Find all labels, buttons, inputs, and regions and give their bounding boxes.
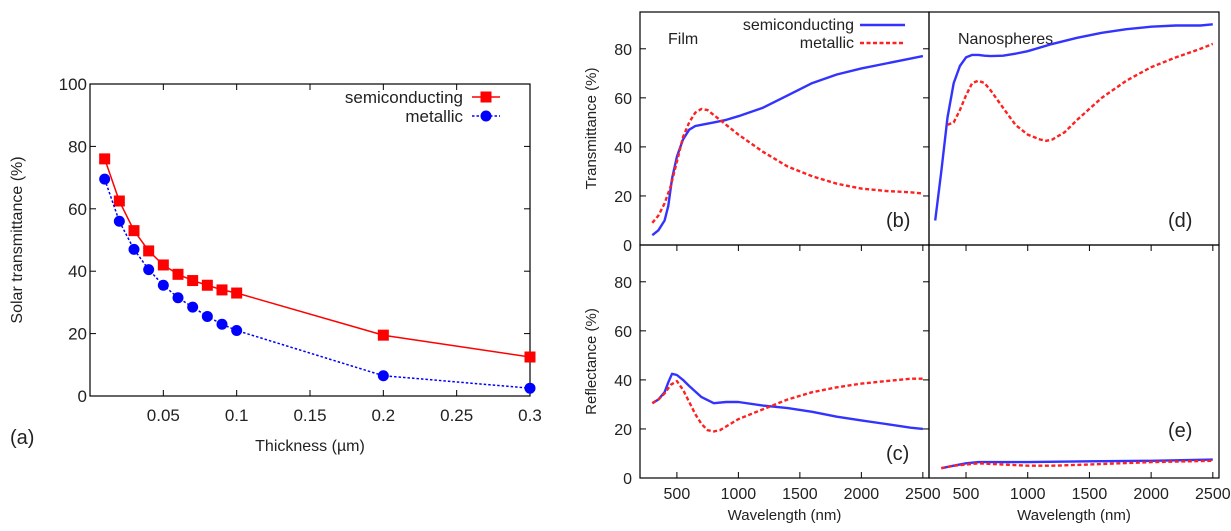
data-point-semiconducting xyxy=(99,153,111,165)
y-tick-label: 40 xyxy=(68,262,87,281)
data-point-semiconducting xyxy=(524,351,536,363)
x-axis-label: Wavelength (nm) xyxy=(1017,507,1131,524)
data-point-metallic xyxy=(524,382,536,394)
panel-label: (d) xyxy=(1168,210,1192,232)
x-tick-label: 2000 xyxy=(1133,486,1169,503)
panel-title: Nanospheres xyxy=(958,31,1053,48)
data-point-semiconducting xyxy=(231,287,243,299)
y-tick-label: 0 xyxy=(78,387,87,406)
data-point-semiconducting xyxy=(187,275,199,287)
x-axis-label: Wavelength (nm) xyxy=(728,507,842,524)
x-tick-label: 1000 xyxy=(721,486,757,503)
y-axis-label: Solar transmittance (%) xyxy=(9,156,26,323)
y-tick-label: 60 xyxy=(614,91,632,108)
x-tick-label: 2000 xyxy=(844,486,880,503)
panel-label: (e) xyxy=(1168,420,1192,442)
y-tick-label: 60 xyxy=(68,200,87,219)
x-tick-label: 500 xyxy=(953,486,980,503)
data-point-metallic xyxy=(187,301,199,313)
y-tick-label: 80 xyxy=(614,275,632,292)
y-tick-label: 100 xyxy=(59,75,87,94)
series-line-metallic xyxy=(103,178,530,389)
data-point-metallic xyxy=(216,318,228,330)
y-tick-label: 0 xyxy=(623,471,632,488)
panel-a: 0 20 40 60 80 100 0.05 0.1 0.15 0.2 0.25 0.3 Solar t… xyxy=(9,75,542,455)
series-line-semiconducting xyxy=(103,158,530,358)
x-tick-label: 2500 xyxy=(905,486,941,503)
y-axis-label: Transmittance (%) xyxy=(583,68,600,190)
data-point-semiconducting xyxy=(128,225,140,237)
data-point-semiconducting xyxy=(201,279,213,291)
series-line-semiconducting xyxy=(934,23,1213,221)
x-tick-label: 1500 xyxy=(1072,486,1108,503)
series-line-metallic xyxy=(947,42,1214,143)
legend-marker xyxy=(480,110,492,122)
y-tick-label: 20 xyxy=(68,325,87,344)
data-point-semiconducting xyxy=(216,284,228,296)
y-tick-label: 40 xyxy=(614,373,632,390)
legend-marker xyxy=(480,91,492,103)
y-tick-label: 60 xyxy=(614,324,632,341)
x-tick-label: 0.25 xyxy=(440,406,473,425)
plot-frame xyxy=(89,83,531,397)
legend-label: metallic xyxy=(405,107,463,126)
data-point-metallic xyxy=(128,243,140,255)
data-point-semiconducting xyxy=(377,329,389,341)
y-tick-label: 80 xyxy=(614,42,632,59)
panel-b: 0 20 40 60 80 Transmittance (%) Film semiconduc… xyxy=(583,11,930,255)
plot-frame xyxy=(928,244,1220,479)
x-tick-label: 0.1 xyxy=(225,406,249,425)
y-tick-label: 80 xyxy=(68,137,87,156)
panel-e: 500 1000 1500 2000 2500 Wavelength (nm) (e) xyxy=(928,244,1231,524)
x-tick-label: 1000 xyxy=(1010,486,1046,503)
y-tick-label: 40 xyxy=(614,140,632,157)
y-tick-label: 20 xyxy=(614,422,632,439)
legend-label: metallic xyxy=(800,35,854,52)
x-tick-label: 1500 xyxy=(782,486,818,503)
series-line-metallic xyxy=(651,107,924,224)
data-point-metallic xyxy=(99,173,111,185)
x-tick-label: 0.3 xyxy=(518,406,542,425)
series-line-metallic xyxy=(651,377,923,433)
data-point-metallic xyxy=(113,215,125,227)
x-tick-label: 0.15 xyxy=(293,406,326,425)
x-tick-label: 0.2 xyxy=(372,406,396,425)
x-axis-label: Thickness (µm) xyxy=(255,438,365,455)
panel-label: (b) xyxy=(886,210,910,232)
data-point-metallic xyxy=(143,264,155,276)
data-point-metallic xyxy=(377,370,389,382)
data-point-metallic xyxy=(201,310,213,322)
x-tick-label: 500 xyxy=(664,486,691,503)
panel-label: (a) xyxy=(10,427,34,449)
panel-title: Film xyxy=(668,31,698,48)
data-point-semiconducting xyxy=(172,268,184,280)
series-line-semiconducting xyxy=(651,372,924,431)
data-point-metallic xyxy=(157,279,169,291)
panel-d: Nanospheres (d) xyxy=(928,11,1220,246)
series-line-semiconducting xyxy=(651,54,924,237)
data-point-semiconducting xyxy=(157,259,169,271)
x-tick-label: 2500 xyxy=(1195,486,1231,503)
panel-label: (c) xyxy=(886,443,909,465)
data-point-metallic xyxy=(172,292,184,304)
panel-c: 0 20 40 60 80 500 1000 1500 2000 2500 Reflectance … xyxy=(583,244,941,524)
data-point-metallic xyxy=(231,324,243,336)
y-tick-label: 0 xyxy=(623,238,632,255)
data-point-semiconducting xyxy=(143,245,155,257)
legend-label: semiconducting xyxy=(345,88,463,107)
y-tick-label: 20 xyxy=(614,189,632,206)
series-line-metallic xyxy=(941,459,1213,470)
x-tick-label: 0.05 xyxy=(147,406,180,425)
legend-label: semiconducting xyxy=(743,17,854,34)
data-point-semiconducting xyxy=(113,195,125,207)
y-axis-label: Reflectance (%) xyxy=(583,308,600,415)
